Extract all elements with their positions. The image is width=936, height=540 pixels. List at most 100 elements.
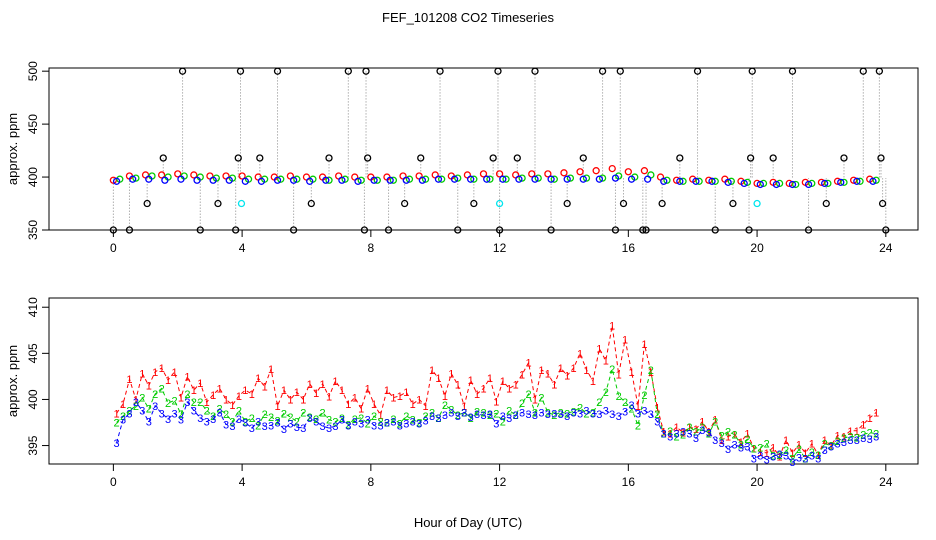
green-data-label: 2 — [377, 417, 383, 429]
black-point — [289, 226, 298, 234]
green-data-label: 2 — [596, 397, 602, 409]
blue-data-label: 3 — [641, 406, 647, 418]
green-data-label: 2 — [429, 407, 435, 419]
blue-data-label: 3 — [686, 429, 692, 441]
blue-point — [112, 177, 121, 185]
black-point — [579, 154, 587, 162]
red-data-label: 1 — [731, 429, 737, 441]
green-data-label: 2 — [667, 426, 673, 438]
red-data-label: 1 — [126, 374, 132, 386]
green-data-label: 2 — [152, 389, 158, 401]
green-data-label: 2 — [120, 411, 126, 423]
green-point — [341, 175, 349, 183]
green-data-label: 2 — [178, 409, 184, 421]
green-point — [486, 175, 494, 183]
green-data-label: 2 — [822, 439, 828, 451]
cyan-point — [753, 199, 761, 208]
blue-point — [177, 175, 185, 183]
y-tick-label: 450 — [26, 114, 40, 134]
red-data-label: 1 — [525, 358, 531, 370]
black-point — [362, 67, 370, 75]
red-data-label: 1 — [532, 394, 538, 406]
y-tick-label: 410 — [26, 297, 40, 317]
top-y-axis: 350 400 450 500 — [26, 61, 49, 240]
blue-point — [402, 176, 410, 184]
green-data-label: 2 — [390, 414, 396, 426]
green-data-label: 2 — [860, 429, 866, 441]
green-data-label: 2 — [281, 408, 287, 420]
blue-point — [418, 176, 426, 184]
green-data-label: 2 — [571, 406, 577, 418]
blue-data-label: 3 — [538, 407, 544, 419]
red-data-label: 1 — [873, 407, 879, 419]
green-data-label: 2 — [448, 405, 454, 417]
green-data-label: 2 — [442, 400, 448, 412]
green-data-label: 2 — [635, 420, 641, 432]
green-data-label: 2 — [802, 453, 808, 465]
green-data-label: 2 — [435, 413, 441, 425]
y-tick-label: 400 — [26, 389, 40, 409]
blue-data-label: 3 — [770, 452, 776, 464]
black-point — [325, 154, 333, 162]
black-point — [859, 67, 867, 75]
green-data-label: 2 — [519, 398, 525, 410]
green-data-label: 2 — [320, 407, 326, 419]
blue-data-label: 3 — [854, 435, 860, 447]
black-point — [598, 67, 607, 75]
green-point — [421, 175, 430, 183]
green-data-label: 2 — [731, 429, 737, 441]
red-data-label: 1 — [384, 385, 390, 397]
black-point — [256, 154, 264, 162]
black-point — [344, 67, 352, 75]
blue-data-label: 3 — [468, 412, 474, 424]
green-data-label: 2 — [577, 403, 583, 415]
black-point — [384, 226, 393, 234]
green-data-label: 2 — [648, 365, 654, 377]
black-point — [745, 226, 753, 234]
red-data-label: 1 — [712, 415, 718, 427]
red-data-label: 1 — [171, 367, 177, 379]
blue-point — [869, 177, 877, 185]
green-data-label: 2 — [423, 411, 429, 423]
blue-data-label: 3 — [493, 418, 499, 430]
red-data-label: 1 — [133, 394, 139, 406]
green-point — [389, 176, 398, 184]
green-data-label: 2 — [455, 410, 461, 422]
green-point — [293, 175, 301, 183]
red-point — [608, 164, 616, 173]
green-data-label: 2 — [416, 418, 422, 430]
green-data-label: 2 — [326, 415, 332, 427]
green-data-label: 2 — [274, 416, 280, 428]
green-series-line — [116, 367, 877, 460]
green-point — [438, 175, 446, 183]
blue-point — [531, 175, 539, 183]
green-data-label: 2 — [744, 434, 750, 446]
red-data-label: 1 — [352, 393, 358, 405]
black-point — [417, 154, 425, 162]
blue-data-label: 3 — [294, 422, 300, 434]
black-point — [563, 199, 571, 208]
blue-data-label: 3 — [622, 406, 628, 418]
red-data-label: 1 — [332, 376, 338, 388]
red-point — [238, 172, 246, 180]
green-data-label: 2 — [834, 436, 840, 448]
top-y-axis-label: approx. ppm — [5, 113, 20, 185]
green-data-label: 2 — [165, 398, 171, 410]
green-point — [679, 177, 687, 185]
red-data-label: 1 — [783, 435, 789, 447]
green-data-label: 2 — [796, 444, 802, 456]
blue-data-label: 3 — [204, 417, 210, 429]
green-data-label: 2 — [603, 387, 609, 399]
black-point — [232, 226, 240, 234]
red-data-label: 1 — [377, 410, 383, 422]
green-data-label: 2 — [680, 429, 686, 441]
blue-data-label: 3 — [654, 417, 660, 429]
blue-data-label: 3 — [377, 420, 383, 432]
black-point — [875, 67, 884, 75]
blue-data-label: 3 — [731, 440, 737, 452]
blue-data-label: 3 — [609, 409, 615, 421]
black-point — [769, 154, 777, 162]
red-data-label: 1 — [635, 401, 641, 413]
blue-point — [804, 180, 813, 189]
red-data-label: 1 — [326, 392, 332, 404]
